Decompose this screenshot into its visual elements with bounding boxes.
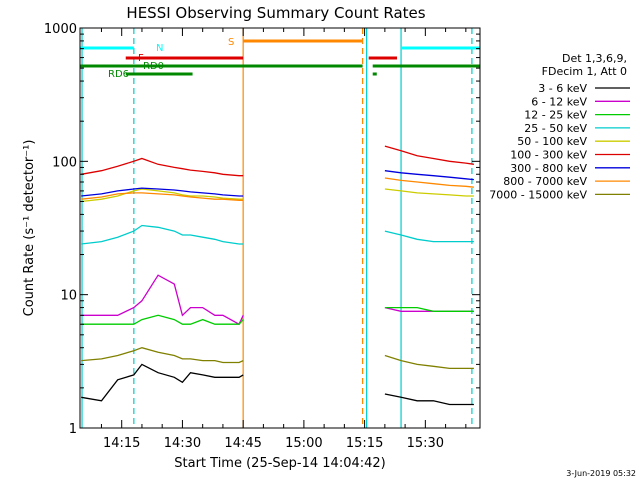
series-line-2 [81, 314, 244, 325]
legend-label: 12 - 25 keV [524, 109, 587, 122]
y-tick-label: 1000 [44, 22, 77, 37]
series-line-5 [81, 157, 244, 177]
flag-label: N [156, 43, 163, 54]
y-tick-label: 100 [52, 155, 77, 170]
series-line-4 [81, 188, 244, 203]
legend-header: FDecim 1, Att 0 [542, 65, 627, 78]
series-line-4-segment [384, 188, 474, 197]
series-line-6 [81, 187, 244, 197]
flag-label: RD6 [108, 69, 129, 80]
flag-label: F [138, 53, 144, 64]
series-line-8-segment [384, 354, 474, 370]
series-line-0 [81, 363, 244, 402]
series-line-6-segment [384, 170, 474, 181]
flag-label: RD0 [143, 61, 164, 72]
x-tick-label: 14:30 [164, 436, 201, 451]
legend-label: 25 - 50 keV [524, 122, 587, 135]
series-line-3 [81, 224, 244, 245]
series-line-3-segment [384, 230, 474, 243]
legend-label: 3 - 6 keV [538, 82, 587, 95]
chart-title: HESSI Observing Summary Count Rates [126, 4, 425, 22]
series-line-1 [81, 274, 244, 326]
series-line-8 [81, 347, 244, 364]
flag-label: S [228, 37, 234, 48]
legend-label: 100 - 300 keV [510, 149, 587, 162]
series-line-7-segment [384, 177, 474, 188]
y-tick-label: 10 [60, 289, 77, 304]
x-tick-label: 14:45 [224, 436, 261, 451]
series-line-5-segment [384, 145, 474, 165]
legend-label: 6 - 12 keV [531, 95, 587, 108]
x-tick-label: 14:15 [103, 436, 140, 451]
legend-label: 7000 - 15000 keV [489, 188, 587, 201]
y-axis-label: Count Rate (s⁻¹ detector⁻¹) [22, 140, 37, 317]
legend-label: 50 - 100 keV [517, 135, 587, 148]
x-tick-label: 15:15 [346, 436, 383, 451]
x-axis-label: Start Time (25-Sep-14 14:04:42) [174, 456, 385, 471]
series-line-0-segment [384, 393, 474, 406]
timestamp: 3-Jun-2019 05:32 [566, 469, 636, 478]
y-tick-label: 1 [69, 422, 77, 437]
series-line-7 [81, 192, 244, 201]
legend-label: 300 - 800 keV [510, 162, 587, 175]
legend-label: 800 - 7000 keV [503, 175, 587, 188]
series-line-2-segment [384, 306, 474, 312]
x-tick-label: 15:30 [407, 436, 444, 451]
x-tick-label: 15:00 [285, 436, 322, 451]
legend-header: Det 1,3,6,9, [562, 52, 627, 65]
plot-frame [79, 27, 481, 429]
